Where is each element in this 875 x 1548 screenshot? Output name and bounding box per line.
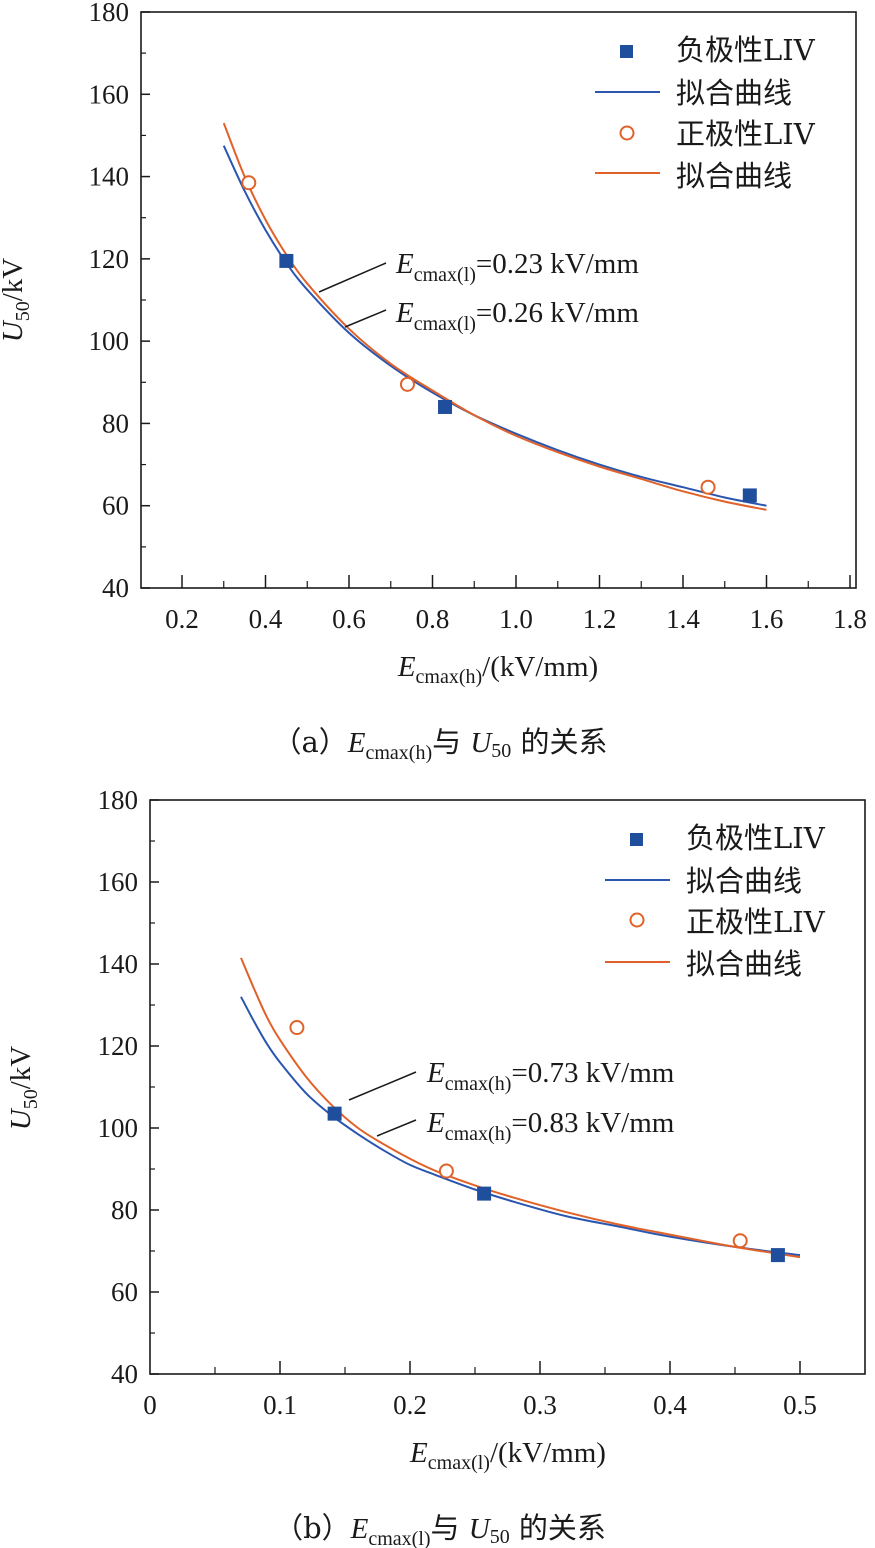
x-tick-label: 1.8 xyxy=(833,604,867,634)
x-tick-label: 0 xyxy=(143,1390,157,1420)
legend-label: 正极性LIV xyxy=(686,905,826,939)
y-tick-label: 140 xyxy=(89,162,130,192)
chart-b-legend: 负极性LIV 拟合曲线 正极性LIV 拟合曲线 xyxy=(605,821,826,981)
data-point-circle xyxy=(289,1020,305,1036)
chart-b-y-axis-title: U50/kV xyxy=(5,1046,42,1131)
fit-curve xyxy=(240,996,801,1257)
x-tick-label: 0.2 xyxy=(165,604,199,634)
y-tick-label: 60 xyxy=(102,491,129,521)
annotation-text: Ecmax(h)=0.73 kV/mm xyxy=(426,1057,675,1095)
y-tick-label: 60 xyxy=(111,1277,138,1307)
data-point-circle xyxy=(399,376,415,392)
y-tick-label: 140 xyxy=(98,949,139,979)
annotation-leader xyxy=(348,1071,417,1101)
chart-a-y-axis-title: U50/kV xyxy=(0,258,34,343)
annotation-leader xyxy=(344,309,387,328)
y-tick-label: 160 xyxy=(89,79,130,109)
y-tick-label: 100 xyxy=(98,1113,139,1143)
fit-curve xyxy=(222,122,767,511)
chart-b-annotations: Ecmax(h)=0.73 kV/mm Ecmax(h)=0.83 kV/mm xyxy=(348,1057,675,1145)
y-tick-label: 40 xyxy=(111,1359,138,1389)
data-point-circle xyxy=(438,1163,454,1179)
x-tick-label: 0.3 xyxy=(523,1390,557,1420)
data-point-square xyxy=(438,399,453,414)
annotation-leader xyxy=(318,262,387,293)
chart-a-x-axis-title: Ecmax(h)/(kV/mm) xyxy=(397,651,598,688)
y-tick-label: 40 xyxy=(102,573,129,603)
y-tick-label: 80 xyxy=(102,408,129,438)
x-tick-label: 0.2 xyxy=(393,1390,427,1420)
legend-label: 拟合曲线 xyxy=(686,947,802,981)
legend-label: 拟合曲线 xyxy=(676,76,792,110)
chart-b-x-axis-title: Ecmax(l)/(kV/mm) xyxy=(409,1437,606,1474)
x-tick-label: 0.8 xyxy=(416,604,450,634)
legend-marker-circle xyxy=(629,912,645,928)
chart-b-caption: （b）Ecmax(l)与 U50 的关系 xyxy=(274,1511,606,1548)
x-tick-label: 0.4 xyxy=(653,1390,687,1420)
chart-b: 40 60 80 100 120 140 160 180 0 0.1 0.2 0.3 0.4 0.5 负极… xyxy=(5,785,866,1548)
x-tick-label: 1.4 xyxy=(666,604,700,634)
data-point-square xyxy=(279,253,294,268)
data-point-circle xyxy=(700,479,716,495)
data-point-square xyxy=(477,1186,492,1201)
annotation-text: Ecmax(l)=0.23 kV/mm xyxy=(395,248,639,286)
chart-a: 40 60 80 100 120 140 160 180 0.2 0.4 0.6 0.8 1.0 1.2 1… xyxy=(0,0,867,764)
data-point-circle xyxy=(241,175,257,191)
annotation-text: Ecmax(h)=0.83 kV/mm xyxy=(426,1107,675,1145)
y-tick-label: 180 xyxy=(98,785,139,815)
fit-curve xyxy=(222,145,767,507)
chart-a-annotations: Ecmax(l)=0.23 kV/mm Ecmax(l)=0.26 kV/mm xyxy=(318,248,639,335)
legend-label: 拟合曲线 xyxy=(686,864,802,898)
x-tick-label: 1.2 xyxy=(583,604,617,634)
x-tick-label: 0.1 xyxy=(263,1390,297,1420)
x-tick-label: 0.5 xyxy=(783,1390,817,1420)
x-tick-label: 0.4 xyxy=(249,604,283,634)
legend-marker-square xyxy=(630,833,643,846)
annotation-text: Ecmax(l)=0.26 kV/mm xyxy=(395,297,639,335)
y-tick-label: 160 xyxy=(98,867,139,897)
chart-a-caption: （a）Ecmax(h)与 U50 的关系 xyxy=(272,725,607,764)
data-point-square xyxy=(327,1106,342,1121)
y-tick-label: 120 xyxy=(89,244,130,274)
legend-marker-circle xyxy=(619,125,635,141)
y-tick-label: 180 xyxy=(89,0,130,27)
fit-curve xyxy=(240,957,801,1259)
legend-label: 正极性LIV xyxy=(676,117,816,151)
chart-a-plot-area: 40 60 80 100 120 140 160 180 0.2 0.4 0.6 0.8 1.0 1.2 1… xyxy=(89,0,867,634)
x-tick-label: 0.6 xyxy=(332,604,366,634)
x-tick-label: 1.0 xyxy=(499,604,533,634)
legend-label: 负极性LIV xyxy=(686,821,826,855)
data-point-square xyxy=(770,1248,785,1263)
y-tick-label: 100 xyxy=(89,326,130,356)
y-tick-label: 120 xyxy=(98,1031,139,1061)
legend-marker-square xyxy=(620,45,633,58)
chart-b-plot-area: 40 60 80 100 120 140 160 180 0 0.1 0.2 0.3 0.4 0.5 xyxy=(98,785,866,1420)
chart-a-legend: 负极性LIV 拟合曲线 正极性LIV 拟合曲线 xyxy=(595,33,816,193)
data-point-circle xyxy=(732,1233,748,1249)
data-point-square xyxy=(742,488,757,503)
y-tick-label: 80 xyxy=(111,1195,138,1225)
x-tick-label: 1.6 xyxy=(750,604,784,634)
annotation-leader xyxy=(376,1119,417,1137)
legend-label: 负极性LIV xyxy=(676,33,816,67)
legend-label: 拟合曲线 xyxy=(676,159,792,193)
